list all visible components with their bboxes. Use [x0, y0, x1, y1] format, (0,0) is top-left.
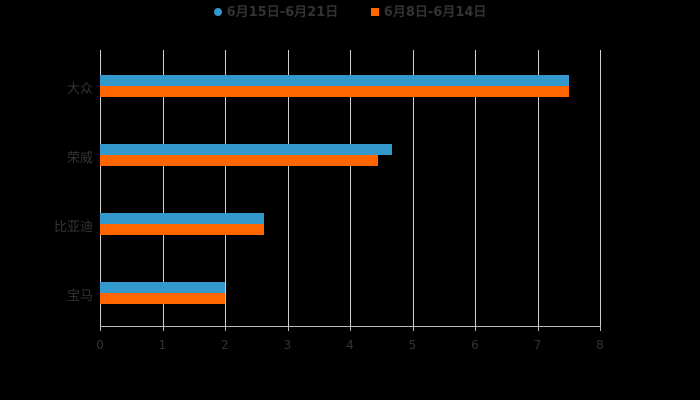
- x-tick: [600, 326, 601, 331]
- gridline: [350, 50, 351, 326]
- gridline: [412, 50, 414, 326]
- x-tick: [412, 326, 414, 331]
- bar-week1[interactable]: [100, 223, 264, 235]
- legend-item-week2[interactable]: 6月15日-6月21日: [213, 4, 339, 22]
- legend-label: 6月8日-6月14日: [383, 5, 487, 20]
- x-tick-label: 8: [596, 338, 604, 352]
- gridline: [287, 50, 289, 326]
- bar-week1[interactable]: [100, 154, 379, 166]
- x-tick: [100, 326, 101, 331]
- gridline: [475, 50, 476, 326]
- category-label: 大众: [66, 81, 93, 97]
- gridline: [162, 50, 164, 326]
- x-tick: [162, 326, 164, 331]
- gridline: [600, 50, 601, 326]
- legend-item-week1[interactable]: 6月8日-6月14日: [370, 4, 487, 22]
- x-tick: [225, 326, 226, 331]
- y-axis-line: [100, 50, 101, 327]
- legend-circle-icon: [213, 7, 222, 16]
- bar-week2[interactable]: [100, 212, 264, 224]
- bar-week1[interactable]: [100, 292, 225, 304]
- x-tick-label: 1: [158, 338, 167, 352]
- x-tick-label: 5: [408, 338, 417, 352]
- x-tick-label: 6: [471, 338, 479, 352]
- gridline: [225, 50, 226, 326]
- x-tick: [475, 326, 476, 331]
- chart-legend: 6月15日-6月21日 6月8日-6月14日: [0, 4, 700, 22]
- category-label: 比亚迪: [53, 219, 93, 235]
- x-axis-line: [100, 326, 601, 327]
- x-tick: [537, 326, 539, 331]
- bar-week2[interactable]: [100, 74, 569, 86]
- category-label: 荣威: [66, 150, 93, 166]
- x-tick-label: 7: [533, 338, 542, 352]
- x-tick: [350, 326, 351, 331]
- gridline: [537, 50, 539, 326]
- legend-label: 6月15日-6月21日: [226, 5, 339, 20]
- legend-square-icon: [370, 7, 379, 16]
- x-tick-label: 2: [221, 338, 229, 352]
- category-label: 宝马: [66, 288, 93, 304]
- x-tick-label: 0: [96, 338, 104, 352]
- x-tick-label: 3: [283, 338, 292, 352]
- x-tick-label: 4: [346, 338, 354, 352]
- bar-week2[interactable]: [100, 281, 225, 293]
- x-tick: [287, 326, 289, 331]
- bar-week2[interactable]: [100, 143, 392, 155]
- bar-week1[interactable]: [100, 85, 569, 97]
